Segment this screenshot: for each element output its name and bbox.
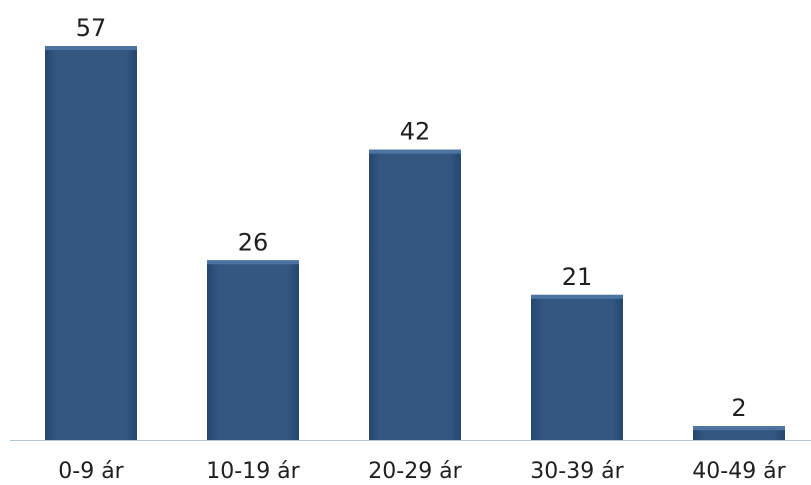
data-label-background: [709, 390, 769, 421]
data-label: 26: [238, 228, 269, 256]
x-tick-label: 40-49 ár: [692, 459, 786, 484]
x-tick-label: 20-29 ár: [368, 459, 462, 484]
bar-top-highlight: [693, 426, 785, 431]
data-label: 2: [731, 394, 746, 422]
x-tick-label: 10-19 ár: [206, 459, 300, 484]
data-label-background: [385, 113, 445, 144]
bars-layer: [45, 46, 785, 440]
bar-top-highlight: [369, 149, 461, 154]
data-label: 57: [76, 14, 107, 42]
data-label-background: [223, 224, 283, 255]
data-label-background: [61, 10, 121, 40]
bar-20-29 ár: [369, 149, 461, 440]
x-tick-labels-layer: 0-9 ár 10-19 ár 20-29 ár 30-39 ár 40-49 ár: [58, 459, 786, 484]
bar-10-19 ár: [207, 260, 299, 440]
bar-top-highlight: [531, 294, 623, 299]
data-label-background: [547, 258, 607, 289]
bar-30-39 ár: [531, 294, 623, 440]
x-tick-label: 30-39 ár: [530, 459, 624, 484]
data-labels-layer: 57 26 42 21 2: [61, 10, 769, 422]
data-label: 21: [562, 263, 593, 291]
bar-top-highlight: [207, 260, 299, 265]
bar-0-9 ár: [45, 46, 137, 440]
x-tick-label: 0-9 ár: [58, 459, 124, 484]
bar-top-highlight: [45, 46, 137, 50]
data-label: 42: [400, 118, 431, 146]
